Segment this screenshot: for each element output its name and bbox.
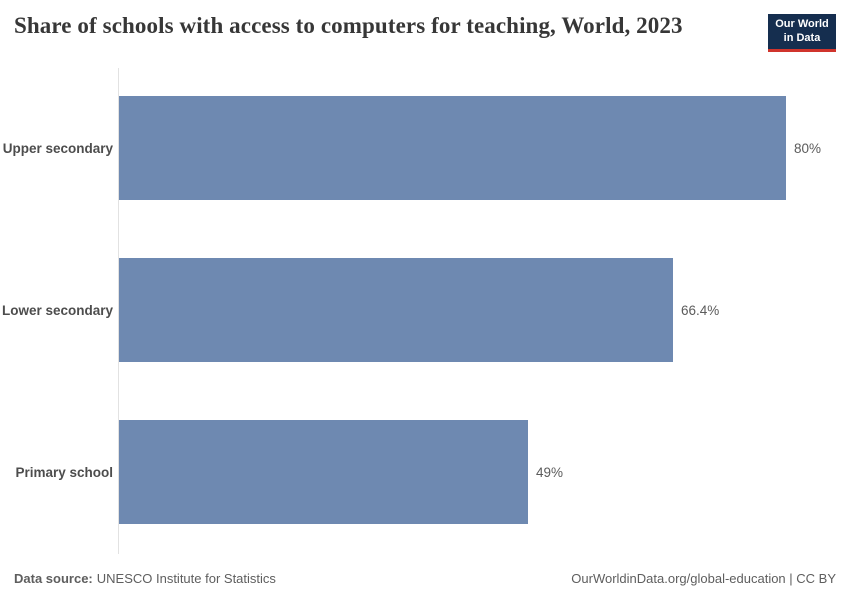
bar-row: Lower secondary 66.4% xyxy=(0,258,850,362)
data-source: Data source: UNESCO Institute for Statist… xyxy=(14,571,276,586)
category-label: Primary school xyxy=(15,464,113,480)
owid-logo-line1: Our World xyxy=(775,17,829,30)
value-label: 80% xyxy=(794,140,822,156)
bar[interactable] xyxy=(119,420,528,524)
category-label: Lower secondary xyxy=(1,302,113,318)
bar-row: Upper secondary 80% xyxy=(0,96,850,200)
data-source-value: UNESCO Institute for Statistics xyxy=(96,571,276,586)
value-label: 49% xyxy=(536,464,564,480)
bar-row: Primary school 49% xyxy=(0,420,850,524)
owid-logo[interactable]: Our World in Data xyxy=(768,14,836,52)
chart-title: Share of schools with access to computer… xyxy=(14,13,683,38)
chart-footer: Data source: UNESCO Institute for Statist… xyxy=(14,571,836,586)
bar[interactable] xyxy=(119,258,673,362)
y-axis-line xyxy=(118,68,119,554)
value-label: 66.4% xyxy=(681,302,720,318)
bar[interactable] xyxy=(119,96,786,200)
owid-logo-line2: in Data xyxy=(783,31,821,44)
category-label: Upper secondary xyxy=(2,140,113,156)
owid-url-link[interactable]: OurWorldinData.org/global-education | CC… xyxy=(571,571,836,586)
data-source-label: Data source: xyxy=(14,571,93,586)
